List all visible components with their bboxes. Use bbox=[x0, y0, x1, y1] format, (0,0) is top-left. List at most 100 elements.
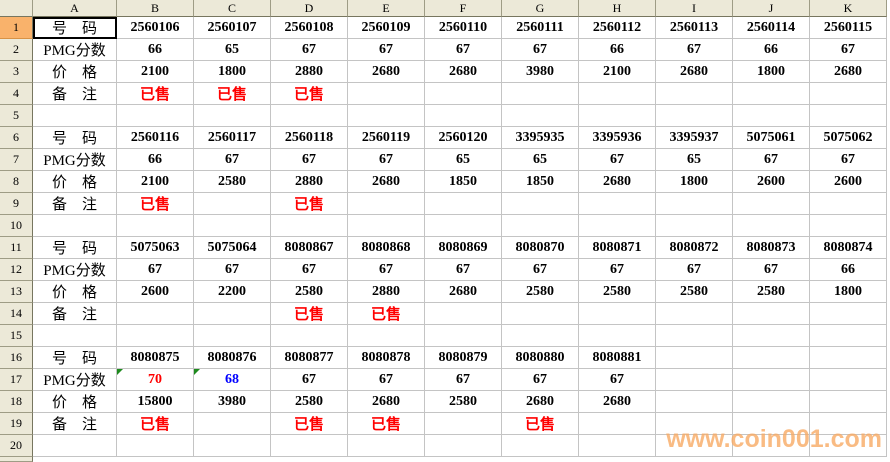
cell-I10[interactable] bbox=[656, 215, 733, 237]
cell-H19[interactable] bbox=[579, 413, 656, 435]
cell-K4[interactable] bbox=[810, 83, 887, 105]
cell-H2[interactable]: 66 bbox=[579, 39, 656, 61]
cell-E8[interactable]: 2680 bbox=[348, 171, 425, 193]
row-header-13[interactable]: 13 bbox=[0, 281, 33, 303]
row-header-15[interactable]: 15 bbox=[0, 325, 33, 347]
cell-H4[interactable] bbox=[579, 83, 656, 105]
cell-B15[interactable] bbox=[117, 325, 194, 347]
row-header-5[interactable]: 5 bbox=[0, 105, 33, 127]
cell-A5[interactable] bbox=[33, 105, 117, 127]
row-header-7[interactable]: 7 bbox=[0, 149, 33, 171]
cell-J4[interactable] bbox=[733, 83, 810, 105]
cell-C16[interactable]: 8080876 bbox=[194, 347, 271, 369]
column-header-H[interactable]: H bbox=[579, 0, 656, 17]
cell-F20[interactable] bbox=[425, 435, 502, 457]
cell-J17[interactable] bbox=[733, 369, 810, 391]
row-header-8[interactable]: 8 bbox=[0, 171, 33, 193]
cell-E17[interactable]: 67 bbox=[348, 369, 425, 391]
cell-C20[interactable] bbox=[194, 435, 271, 457]
cell-J9[interactable] bbox=[733, 193, 810, 215]
cell-G10[interactable] bbox=[502, 215, 579, 237]
cell-J5[interactable] bbox=[733, 105, 810, 127]
row-header-20[interactable]: 20 bbox=[0, 435, 33, 457]
cell-D9[interactable]: 已售 bbox=[271, 193, 348, 215]
cell-D18[interactable]: 2580 bbox=[271, 391, 348, 413]
cell-E3[interactable]: 2680 bbox=[348, 61, 425, 83]
cell-K2[interactable]: 67 bbox=[810, 39, 887, 61]
cell-A18[interactable]: 价 格 bbox=[33, 391, 117, 413]
cell-H13[interactable]: 2580 bbox=[579, 281, 656, 303]
cell-D11[interactable]: 8080867 bbox=[271, 237, 348, 259]
cell-H1[interactable]: 2560112 bbox=[579, 17, 656, 39]
cell-J1[interactable]: 2560114 bbox=[733, 17, 810, 39]
cell-F5[interactable] bbox=[425, 105, 502, 127]
cell-K9[interactable] bbox=[810, 193, 887, 215]
row-header-1[interactable]: 1 bbox=[0, 17, 33, 39]
cell-C9[interactable] bbox=[194, 193, 271, 215]
cell-B14[interactable] bbox=[117, 303, 194, 325]
cell-B13[interactable]: 2600 bbox=[117, 281, 194, 303]
cell-A20[interactable] bbox=[33, 435, 117, 457]
cell-C15[interactable] bbox=[194, 325, 271, 347]
cell-F3[interactable]: 2680 bbox=[425, 61, 502, 83]
cell-F7[interactable]: 65 bbox=[425, 149, 502, 171]
cell-B20[interactable] bbox=[117, 435, 194, 457]
cell-G16[interactable]: 8080880 bbox=[502, 347, 579, 369]
cell-D5[interactable] bbox=[271, 105, 348, 127]
cell-C11[interactable]: 5075064 bbox=[194, 237, 271, 259]
cell-G9[interactable] bbox=[502, 193, 579, 215]
cell-H12[interactable]: 67 bbox=[579, 259, 656, 281]
cell-B9[interactable]: 已售 bbox=[117, 193, 194, 215]
cell-K16[interactable] bbox=[810, 347, 887, 369]
cell-K11[interactable]: 8080874 bbox=[810, 237, 887, 259]
cell-G1[interactable]: 2560111 bbox=[502, 17, 579, 39]
cell-H9[interactable] bbox=[579, 193, 656, 215]
cell-C13[interactable]: 2200 bbox=[194, 281, 271, 303]
cell-E20[interactable] bbox=[348, 435, 425, 457]
cell-I14[interactable] bbox=[656, 303, 733, 325]
cell-D19[interactable]: 已售 bbox=[271, 413, 348, 435]
cell-F4[interactable] bbox=[425, 83, 502, 105]
cell-I5[interactable] bbox=[656, 105, 733, 127]
cell-D20[interactable] bbox=[271, 435, 348, 457]
cell-F13[interactable]: 2680 bbox=[425, 281, 502, 303]
row-header-14[interactable]: 14 bbox=[0, 303, 33, 325]
cell-J13[interactable]: 2580 bbox=[733, 281, 810, 303]
cell-I19[interactable] bbox=[656, 413, 733, 435]
cell-J19[interactable] bbox=[733, 413, 810, 435]
row-header-9[interactable]: 9 bbox=[0, 193, 33, 215]
cell-F11[interactable]: 8080869 bbox=[425, 237, 502, 259]
cell-I8[interactable]: 1800 bbox=[656, 171, 733, 193]
cell-G13[interactable]: 2580 bbox=[502, 281, 579, 303]
cell-A19[interactable]: 备 注 bbox=[33, 413, 117, 435]
row-header-2[interactable]: 2 bbox=[0, 39, 33, 61]
cell-G5[interactable] bbox=[502, 105, 579, 127]
cell-A13[interactable]: 价 格 bbox=[33, 281, 117, 303]
cell-K6[interactable]: 5075062 bbox=[810, 127, 887, 149]
cell-F9[interactable] bbox=[425, 193, 502, 215]
cell-F16[interactable]: 8080879 bbox=[425, 347, 502, 369]
cell-E16[interactable]: 8080878 bbox=[348, 347, 425, 369]
cell-E1[interactable]: 2560109 bbox=[348, 17, 425, 39]
cell-D13[interactable]: 2580 bbox=[271, 281, 348, 303]
cell-H5[interactable] bbox=[579, 105, 656, 127]
cell-C3[interactable]: 1800 bbox=[194, 61, 271, 83]
cell-G11[interactable]: 8080870 bbox=[502, 237, 579, 259]
cell-I11[interactable]: 8080872 bbox=[656, 237, 733, 259]
cell-E14[interactable]: 已售 bbox=[348, 303, 425, 325]
cell-K1[interactable]: 2560115 bbox=[810, 17, 887, 39]
cell-H20[interactable] bbox=[579, 435, 656, 457]
cell-H10[interactable] bbox=[579, 215, 656, 237]
cell-K14[interactable] bbox=[810, 303, 887, 325]
column-header-I[interactable]: I bbox=[656, 0, 733, 17]
cell-D6[interactable]: 2560118 bbox=[271, 127, 348, 149]
cell-K17[interactable] bbox=[810, 369, 887, 391]
cell-J3[interactable]: 1800 bbox=[733, 61, 810, 83]
row-header-11[interactable]: 11 bbox=[0, 237, 33, 259]
cell-F6[interactable]: 2560120 bbox=[425, 127, 502, 149]
cell-K10[interactable] bbox=[810, 215, 887, 237]
cell-B11[interactable]: 5075063 bbox=[117, 237, 194, 259]
row-header-16[interactable]: 16 bbox=[0, 347, 33, 369]
cell-D12[interactable]: 67 bbox=[271, 259, 348, 281]
cell-F14[interactable] bbox=[425, 303, 502, 325]
